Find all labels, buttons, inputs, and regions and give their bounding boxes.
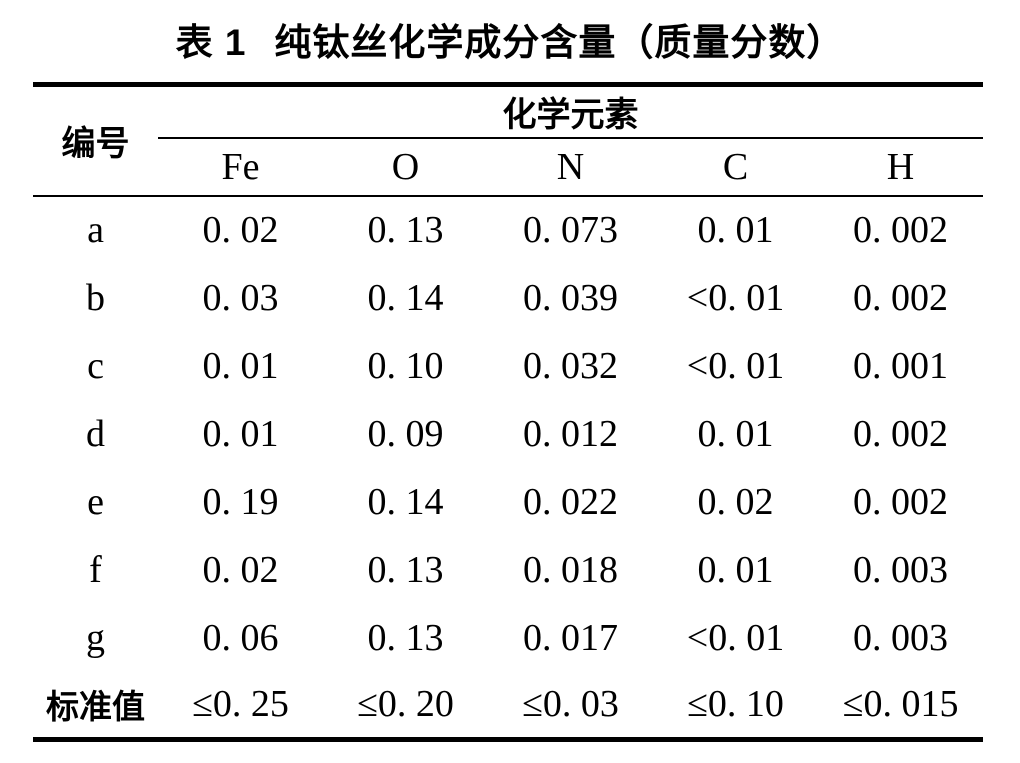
table-cell: 0. 02 xyxy=(697,480,774,523)
table-cell: 0. 02 xyxy=(202,548,279,591)
table-cell: 0. 039 xyxy=(523,276,618,319)
table-caption: 表 1 纯钛丝化学成分含量（质量分数） xyxy=(0,12,1020,66)
group-header-row: 编号 化学元素 xyxy=(33,84,984,197)
column-header-fe: Fe xyxy=(158,137,323,197)
table-row: e 0. 19 0. 14 0. 022 0. 02 0. 002 xyxy=(33,468,983,536)
table-cell: 0. 06 xyxy=(202,616,279,659)
table-cell: 0. 01 xyxy=(202,344,279,387)
element-header-row: Fe O N C H xyxy=(33,137,984,197)
table-cell: 0. 002 xyxy=(853,412,949,455)
column-header-id: 编号 xyxy=(33,84,158,197)
table-cell: 0. 073 xyxy=(523,209,618,251)
table-cell: <0. 01 xyxy=(686,616,785,659)
table-row: b 0. 03 0. 14 0. 039 <0. 01 0. 002 xyxy=(33,264,983,332)
table-cell: 0. 01 xyxy=(697,412,774,455)
table-cell: ≤0. 015 xyxy=(842,683,959,726)
row-label: a xyxy=(87,209,104,251)
table-cell: 0. 018 xyxy=(523,548,618,591)
composition-table: 编号 化学元素 Fe O N C H a 0. 02 0. 13 0. 073 0. 01 0. … xyxy=(33,82,984,742)
table-row: d 0. 01 0. 09 0. 012 0. 01 0. 002 xyxy=(33,400,983,468)
table-cell: 0. 012 xyxy=(523,412,618,455)
table-row: 标准值 ≤0. 25 ≤0. 20 ≤0. 03 ≤0. 10 ≤0. 015 xyxy=(33,672,983,740)
table-cell: 0. 14 xyxy=(367,480,444,523)
row-label: 标准值 xyxy=(46,688,145,726)
column-group-header: 化学元素 xyxy=(158,84,984,139)
table-cell: 0. 002 xyxy=(853,480,949,523)
table-cell: 0. 13 xyxy=(367,209,444,251)
table-caption-text: 纯钛丝化学成分含量（质量分数） xyxy=(274,22,845,63)
table-cell: 0. 017 xyxy=(523,616,618,659)
table-cell: 0. 10 xyxy=(367,344,444,387)
table-cell: 0. 09 xyxy=(367,412,444,455)
table-cell: 0. 01 xyxy=(697,209,774,251)
row-label: f xyxy=(89,548,102,591)
table-cell: 0. 19 xyxy=(202,480,279,523)
table-cell: 0. 002 xyxy=(853,276,949,319)
table-body: a 0. 02 0. 13 0. 073 0. 01 0. 002 b 0. 03 0. 14 0… xyxy=(33,196,983,740)
table-cell: 0. 01 xyxy=(697,548,774,591)
table-header: 编号 化学元素 Fe O N C H xyxy=(33,84,984,197)
table-row: a 0. 02 0. 13 0. 073 0. 01 0. 002 xyxy=(33,196,983,264)
table-cell: 0. 03 xyxy=(202,276,279,319)
table-cell: ≤0. 03 xyxy=(522,683,619,726)
table-cell: 0. 003 xyxy=(853,616,949,659)
table-cell: 0. 032 xyxy=(523,344,618,387)
row-label: g xyxy=(86,616,105,659)
table-cell: ≤0. 20 xyxy=(357,683,454,726)
row-label: d xyxy=(86,412,105,455)
table-row: c 0. 01 0. 10 0. 032 <0. 01 0. 001 xyxy=(33,332,983,400)
column-header-o: O xyxy=(323,137,488,197)
row-label: c xyxy=(87,344,104,387)
table-cell: <0. 01 xyxy=(686,276,785,319)
row-label: e xyxy=(87,480,104,523)
table-cell: <0. 01 xyxy=(686,344,785,387)
table-cell: 0. 13 xyxy=(367,548,444,591)
table-cell: 0. 02 xyxy=(202,209,279,251)
table-cell: ≤0. 25 xyxy=(192,683,289,726)
column-header-c: C xyxy=(653,137,818,197)
column-header-h: H xyxy=(818,137,984,197)
table-cell: 0. 003 xyxy=(853,548,949,591)
table-number: 表 1 xyxy=(175,22,247,63)
table-cell: 0. 13 xyxy=(367,616,444,659)
row-label: b xyxy=(86,276,105,319)
table-row: f 0. 02 0. 13 0. 018 0. 01 0. 003 xyxy=(33,536,983,604)
table-cell: 0. 01 xyxy=(202,412,279,455)
column-header-n: N xyxy=(488,137,653,197)
table-cell: 0. 022 xyxy=(523,480,618,523)
table-row: g 0. 06 0. 13 0. 017 <0. 01 0. 003 xyxy=(33,604,983,672)
table-cell: ≤0. 10 xyxy=(687,683,784,726)
table-cell: 0. 14 xyxy=(367,276,444,319)
table-cell: 0. 001 xyxy=(853,344,949,387)
table-cell: 0. 002 xyxy=(853,209,949,251)
